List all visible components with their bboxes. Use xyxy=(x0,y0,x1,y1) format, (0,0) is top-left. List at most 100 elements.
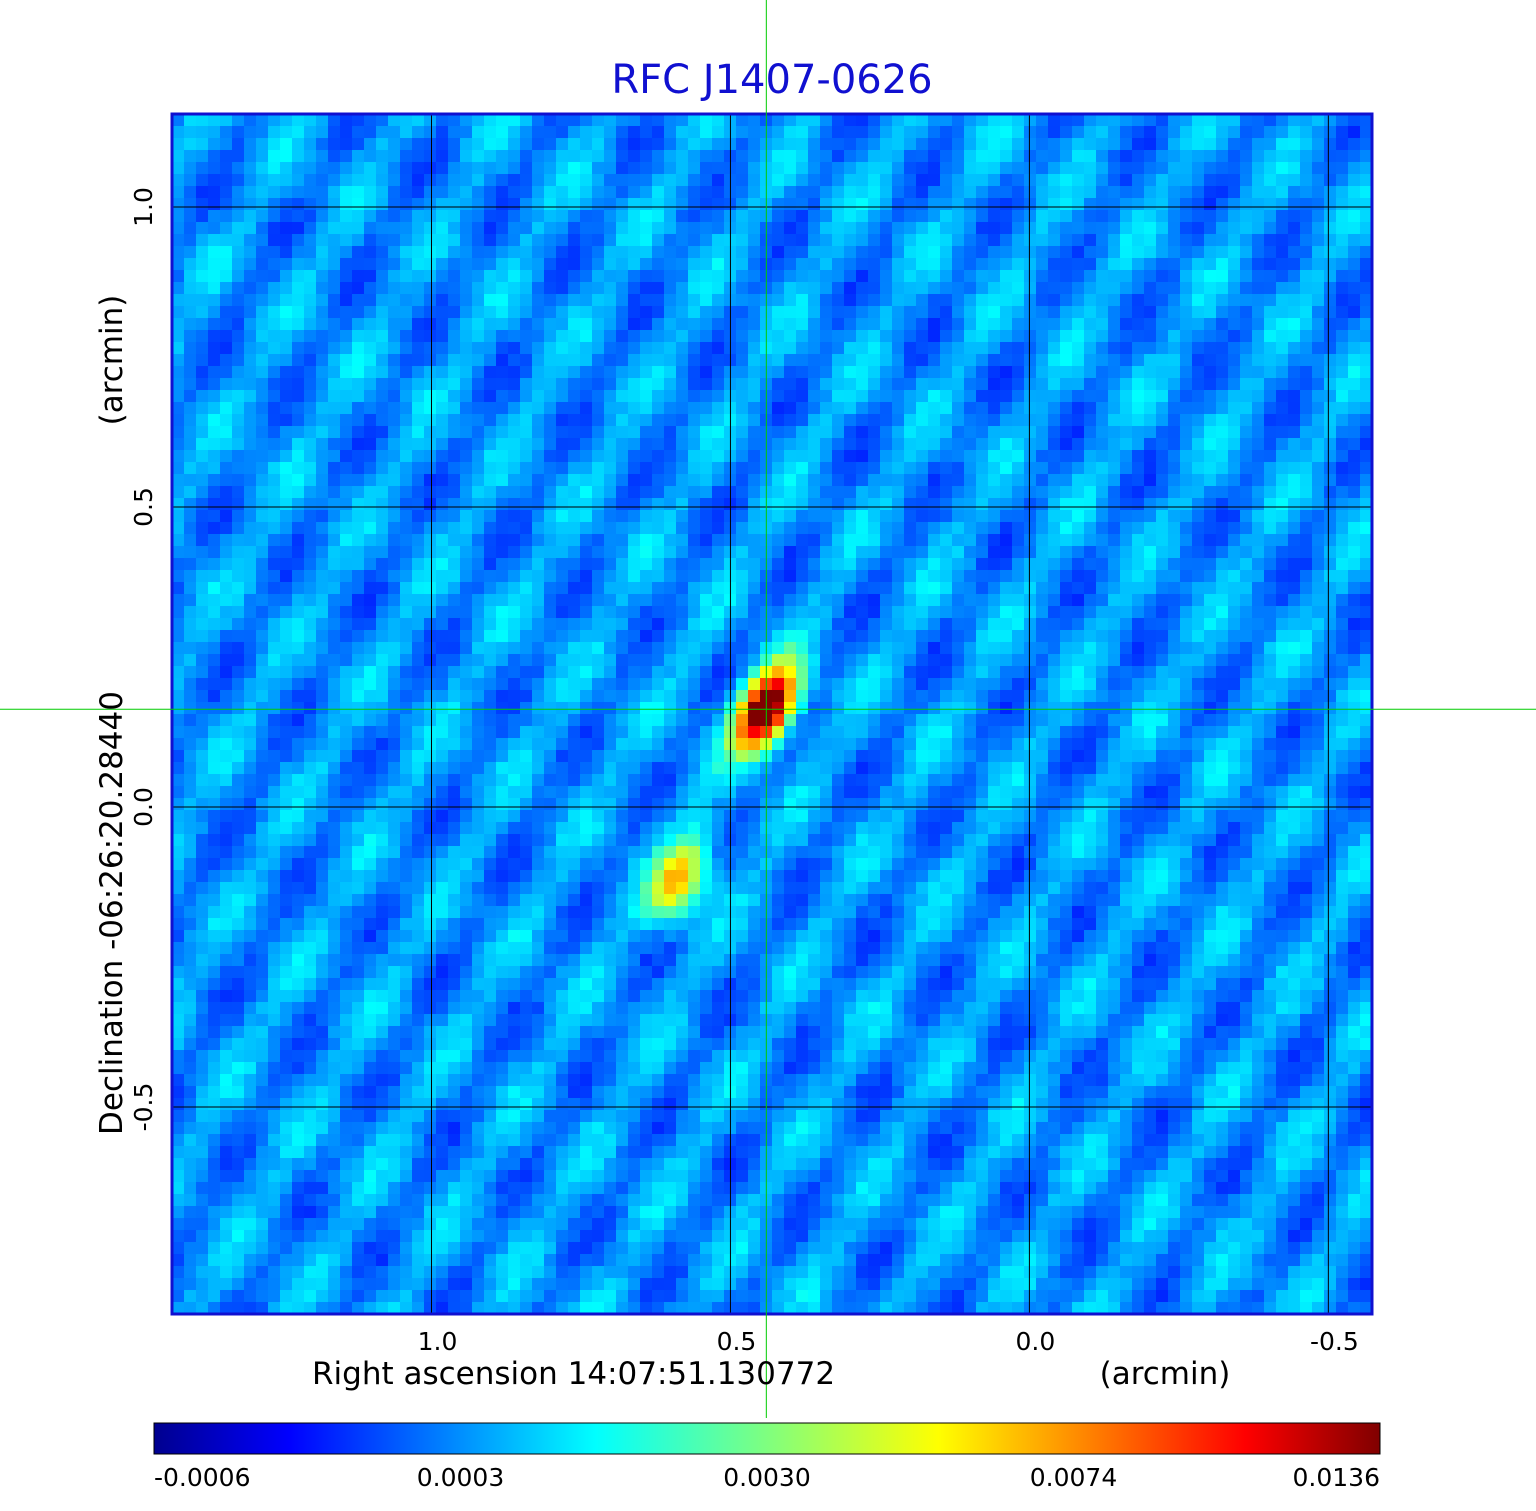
map-pixel xyxy=(448,450,461,463)
map-pixel xyxy=(676,390,689,403)
map-pixel xyxy=(748,474,761,487)
map-pixel xyxy=(1084,690,1097,703)
map-pixel xyxy=(184,342,197,355)
map-pixel xyxy=(772,654,785,667)
map-pixel xyxy=(868,678,881,691)
map-pixel xyxy=(1108,462,1121,475)
map-pixel xyxy=(988,498,1001,511)
map-pixel xyxy=(1192,318,1205,331)
map-pixel xyxy=(1288,294,1301,307)
map-pixel xyxy=(448,486,461,499)
map-pixel xyxy=(1300,618,1313,631)
map-pixel xyxy=(1276,246,1289,259)
map-pixel xyxy=(1072,594,1085,607)
map-pixel xyxy=(1096,630,1109,643)
map-pixel xyxy=(844,162,857,175)
map-pixel xyxy=(292,450,305,463)
map-pixel xyxy=(1060,378,1073,391)
map-pixel xyxy=(652,690,665,703)
map-pixel xyxy=(220,354,233,367)
map-pixel xyxy=(1228,678,1241,691)
map-pixel xyxy=(1144,330,1157,343)
map-pixel xyxy=(232,114,245,127)
map-pixel xyxy=(508,474,521,487)
map-pixel xyxy=(412,486,425,499)
map-pixel xyxy=(424,546,437,559)
map-pixel xyxy=(496,258,509,271)
map-pixel xyxy=(988,474,1001,487)
map-pixel xyxy=(520,546,533,559)
map-pixel xyxy=(628,402,641,415)
map-pixel xyxy=(1276,498,1289,511)
map-pixel xyxy=(424,402,437,415)
map-pixel xyxy=(808,270,821,283)
map-pixel xyxy=(1336,582,1349,595)
map-pixel xyxy=(1072,186,1085,199)
map-pixel xyxy=(868,210,881,223)
map-pixel xyxy=(676,618,689,631)
map-pixel xyxy=(676,642,689,655)
map-pixel xyxy=(1036,342,1049,355)
map-pixel xyxy=(616,138,629,151)
map-pixel xyxy=(844,690,857,703)
map-pixel xyxy=(568,702,581,715)
map-pixel xyxy=(1072,450,1085,463)
map-pixel xyxy=(1204,306,1217,319)
map-pixel xyxy=(892,702,905,715)
map-pixel xyxy=(172,522,185,535)
map-pixel xyxy=(844,186,857,199)
map-pixel xyxy=(1168,510,1181,523)
map-pixel xyxy=(556,378,569,391)
map-pixel xyxy=(868,162,881,175)
map-pixel xyxy=(280,294,293,307)
map-pixel xyxy=(964,378,977,391)
map-pixel xyxy=(712,462,725,475)
map-pixel xyxy=(280,198,293,211)
map-pixel xyxy=(460,354,473,367)
map-pixel xyxy=(580,558,593,571)
map-pixel xyxy=(652,534,665,547)
map-pixel xyxy=(976,690,989,703)
map-pixel xyxy=(304,690,317,703)
map-pixel xyxy=(916,318,929,331)
map-pixel xyxy=(424,330,437,343)
map-pixel xyxy=(376,474,389,487)
map-pixel xyxy=(1240,462,1253,475)
map-pixel xyxy=(244,306,257,319)
map-pixel xyxy=(1168,234,1181,247)
map-pixel xyxy=(712,546,725,559)
map-pixel xyxy=(376,426,389,439)
map-pixel xyxy=(208,162,221,175)
map-pixel xyxy=(856,150,869,163)
map-pixel xyxy=(532,426,545,439)
map-pixel xyxy=(604,186,617,199)
map-pixel xyxy=(472,630,485,643)
map-pixel xyxy=(520,702,533,715)
map-pixel xyxy=(388,354,401,367)
map-pixel xyxy=(736,330,749,343)
map-pixel xyxy=(832,702,845,715)
map-pixel xyxy=(1012,246,1025,259)
map-pixel xyxy=(304,462,317,475)
map-pixel xyxy=(280,474,293,487)
map-pixel xyxy=(640,342,653,355)
map-pixel xyxy=(892,366,905,379)
map-pixel xyxy=(1072,294,1085,307)
map-pixel xyxy=(868,690,881,703)
map-pixel xyxy=(1144,294,1157,307)
map-pixel xyxy=(676,354,689,367)
map-pixel xyxy=(1288,318,1301,331)
map-pixel xyxy=(388,534,401,547)
map-pixel xyxy=(700,666,713,679)
map-pixel xyxy=(352,114,365,127)
map-pixel xyxy=(412,162,425,175)
map-pixel xyxy=(1276,666,1289,679)
map-pixel xyxy=(1216,450,1229,463)
map-pixel xyxy=(196,150,209,163)
map-pixel xyxy=(1228,414,1241,427)
map-pixel xyxy=(484,246,497,259)
map-pixel xyxy=(388,474,401,487)
map-pixel xyxy=(352,138,365,151)
map-pixel xyxy=(988,282,1001,295)
map-pixel xyxy=(1288,414,1301,427)
